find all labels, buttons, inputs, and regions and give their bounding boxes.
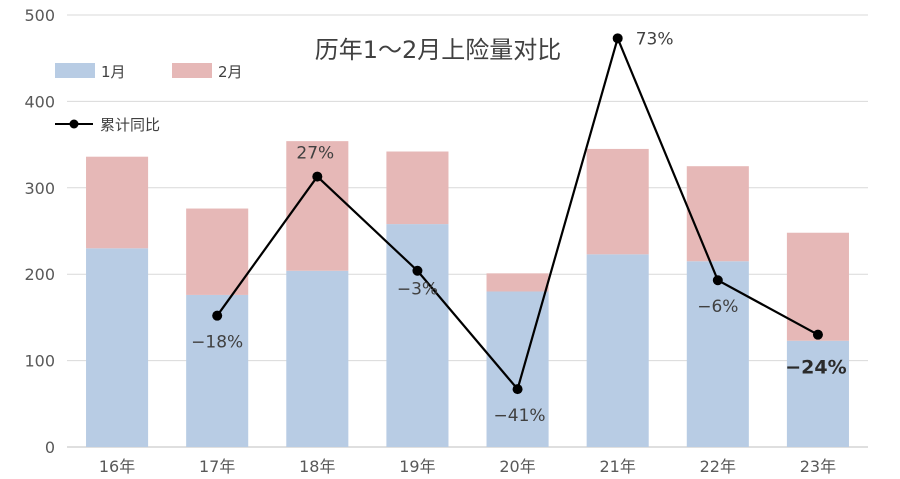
bar-feb-20年 bbox=[486, 273, 549, 292]
yoy-data-label-18年: 27% bbox=[296, 144, 334, 164]
bar-jan-22年 bbox=[686, 261, 749, 447]
yoy-marker-23年 bbox=[812, 329, 823, 340]
legend-swatch-jan bbox=[55, 63, 95, 78]
axes: 0 100 200 300 400 500 16年 17年 18年 19年 20年 21年 22年 23年 bbox=[24, 6, 868, 476]
yoy-data-label-17年: −18% bbox=[191, 333, 243, 353]
bar-feb-23年 bbox=[786, 232, 849, 341]
legend-swatch-feb bbox=[172, 63, 212, 78]
yoy-marker-21年 bbox=[612, 33, 623, 44]
x-tick-label-16年: 16年 bbox=[99, 457, 135, 476]
yoy-data-label-21年: 73% bbox=[636, 29, 674, 49]
x-tick-label-20年: 20年 bbox=[499, 457, 535, 476]
bar-feb-21年 bbox=[586, 148, 649, 255]
bar-feb-19年 bbox=[386, 151, 449, 225]
bar-feb-16年 bbox=[86, 156, 149, 249]
y-tick-label-500: 500 bbox=[24, 6, 55, 25]
yoy-data-label-19年: −3% bbox=[397, 280, 438, 300]
legend-label-jan: 1月 bbox=[101, 63, 126, 81]
x-tick-label-17年: 17年 bbox=[199, 457, 235, 476]
bar-jan-16年 bbox=[86, 248, 149, 447]
y-tick-label-200: 200 bbox=[24, 265, 55, 284]
y-tick-label-0: 0 bbox=[45, 438, 55, 457]
y-tick-label-300: 300 bbox=[24, 179, 55, 198]
bar-jan-18年 bbox=[286, 270, 349, 447]
bars bbox=[86, 141, 849, 447]
y-tick-label-400: 400 bbox=[24, 92, 55, 111]
bar-jan-23年 bbox=[786, 340, 849, 447]
yoy-marker-18年 bbox=[312, 171, 323, 182]
yoy-marker-19年 bbox=[412, 265, 423, 276]
yoy-data-label-22年: −6% bbox=[697, 297, 738, 317]
chart-title: 历年1～2月上险量对比 bbox=[315, 36, 562, 64]
legend-marker-yoy bbox=[69, 119, 79, 129]
x-tick-label-19年: 19年 bbox=[399, 457, 435, 476]
x-tick-label-22年: 22年 bbox=[700, 457, 736, 476]
yoy-marker-20年 bbox=[512, 384, 523, 395]
x-tick-label-18年: 18年 bbox=[299, 457, 335, 476]
bar-feb-17年 bbox=[186, 208, 249, 295]
legend: 1月 2月 累计同比 bbox=[55, 63, 243, 134]
bar-jan-21年 bbox=[586, 254, 649, 447]
x-tick-label-23年: 23年 bbox=[800, 457, 836, 476]
yoy-marker-17年 bbox=[212, 310, 223, 321]
y-tick-label-100: 100 bbox=[24, 352, 55, 371]
legend-label-feb: 2月 bbox=[218, 63, 243, 81]
yoy-line: −18% 27% −3% −41% 73% −6% −24% bbox=[191, 29, 846, 426]
legend-label-yoy: 累计同比 bbox=[100, 116, 160, 134]
yoy-data-label-23年: −24% bbox=[785, 357, 846, 379]
yoy-marker-22年 bbox=[712, 275, 723, 286]
bar-feb-22年 bbox=[686, 166, 749, 262]
yoy-data-label-20年: −41% bbox=[494, 406, 546, 426]
x-tick-label-21年: 21年 bbox=[600, 457, 636, 476]
bar-jan-19年 bbox=[386, 224, 449, 447]
